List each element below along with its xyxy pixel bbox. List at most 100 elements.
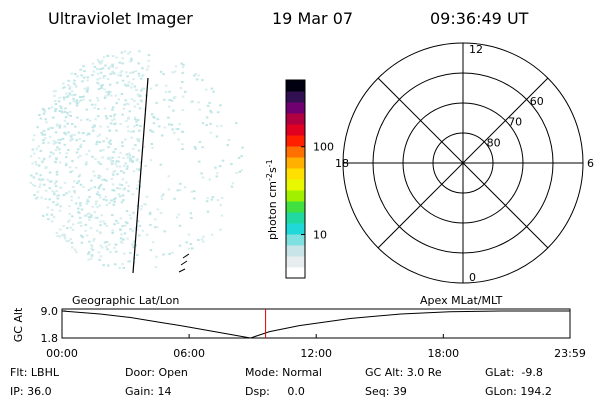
speckle (68, 87, 71, 90)
speckle (52, 90, 56, 93)
speckle (82, 76, 86, 79)
speckle (193, 197, 196, 200)
speckle (139, 125, 142, 128)
speckle (115, 165, 119, 168)
speckle (57, 194, 60, 197)
speckle (72, 97, 75, 100)
speckle (73, 180, 76, 183)
speckle (144, 203, 147, 206)
speckle (50, 220, 54, 223)
speckle (58, 235, 62, 238)
speckle (114, 197, 117, 200)
speckle (195, 78, 199, 81)
speckle (241, 146, 244, 149)
speckle (96, 115, 100, 118)
speckle (160, 198, 164, 201)
speckle (129, 217, 133, 220)
speckle (163, 98, 166, 101)
speckle (75, 139, 78, 142)
speckle (34, 161, 37, 163)
speckle (85, 90, 89, 92)
speckle (129, 60, 132, 63)
speckle (53, 191, 56, 194)
speckle (167, 116, 170, 119)
status-field: Seq: 39 (365, 385, 407, 398)
speckle (79, 204, 82, 207)
speckle (42, 112, 46, 115)
speckle (62, 194, 66, 197)
speckle (96, 58, 100, 61)
speckle (102, 220, 105, 223)
speckle (149, 159, 153, 162)
speckle (155, 255, 158, 258)
speckle (178, 224, 182, 227)
speckle (35, 172, 38, 175)
speckle (91, 62, 95, 65)
speckle (181, 130, 184, 133)
speckle (54, 148, 58, 151)
speckle (181, 66, 185, 69)
speckle (96, 68, 99, 71)
speckle (31, 162, 34, 165)
speckle (71, 228, 75, 231)
speckle (67, 131, 70, 134)
speckle (127, 116, 130, 119)
speckle (59, 138, 62, 141)
speckle (114, 162, 118, 165)
polar-hour-label: 0 (469, 271, 476, 284)
speckle (220, 124, 223, 127)
polar-ring-label: 80 (487, 136, 501, 149)
speckle (81, 235, 84, 238)
speckle (121, 238, 125, 241)
speckle (57, 100, 61, 103)
speckle (85, 133, 89, 136)
speckle (206, 210, 210, 213)
speckle (115, 160, 118, 163)
speckle (111, 173, 115, 176)
speckle (109, 115, 112, 118)
speckle (33, 134, 36, 137)
speckle (105, 91, 108, 94)
speckle (56, 146, 59, 149)
speckle (96, 81, 99, 84)
instrument: Ultraviolet Imager (48, 9, 193, 28)
speckle (139, 208, 143, 211)
speckle (64, 133, 68, 136)
speckle (29, 155, 33, 158)
speckle (59, 161, 62, 164)
speckle (127, 84, 130, 87)
speckle (138, 107, 142, 110)
speckle (66, 111, 69, 114)
speckle (50, 213, 54, 216)
speckle (79, 145, 82, 148)
speckle (197, 239, 200, 241)
speckle (117, 160, 120, 163)
x-tick-label: 00:00 (46, 347, 78, 360)
speckle (92, 239, 95, 242)
speckle (80, 241, 84, 244)
speckle (155, 84, 158, 87)
speckle (36, 126, 39, 129)
speckle (149, 129, 152, 132)
speckle (54, 103, 58, 106)
speckle (98, 77, 102, 80)
speckle (61, 111, 64, 114)
speckle (190, 217, 193, 220)
speckle (63, 181, 67, 184)
speckle (121, 145, 124, 147)
speckle (126, 156, 130, 159)
speckle (74, 73, 77, 76)
speckle (121, 263, 124, 266)
speckle (71, 215, 74, 218)
polar-ring-label: 60 (530, 95, 544, 108)
speckle (55, 124, 59, 127)
speckle (52, 139, 56, 142)
speckle (89, 227, 93, 230)
speckle (72, 100, 75, 103)
speckle (121, 113, 124, 116)
x-tick-label: 23:59 (554, 347, 586, 360)
speckle (68, 110, 72, 113)
speckle (91, 103, 94, 106)
speckle (209, 122, 212, 125)
speckle (174, 65, 178, 68)
